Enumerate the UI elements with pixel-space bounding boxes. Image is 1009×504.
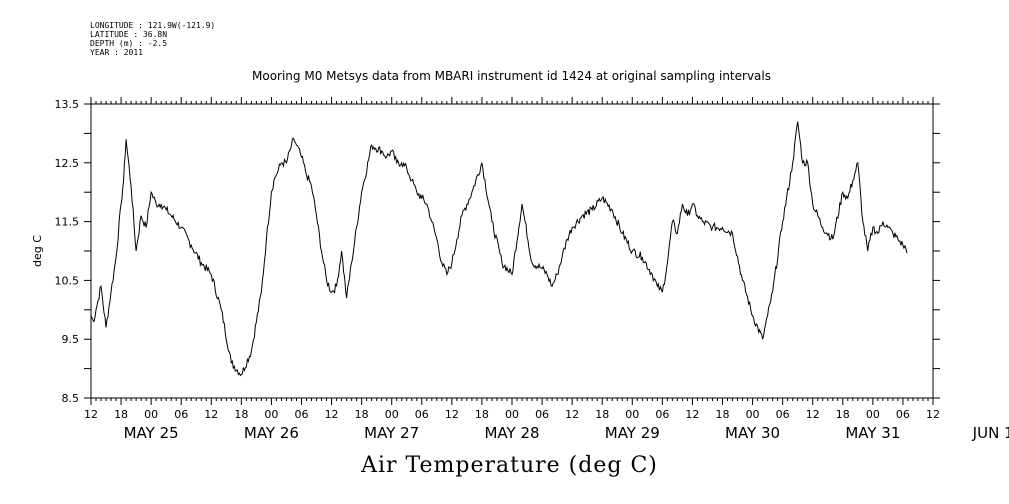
x-hour-label: 12 (84, 408, 98, 421)
y-tick-label: 11.5 (55, 216, 80, 229)
x-hour-label: 06 (776, 408, 790, 421)
y-tick-label: 8.5 (62, 392, 80, 405)
x-hour-label: 12 (565, 408, 579, 421)
series-line-0 (90, 121, 908, 377)
y-tick-label: 13.5 (55, 98, 80, 111)
x-hour-label: 00 (264, 408, 278, 421)
plot-frame (90, 103, 934, 399)
x-hour-label: 06 (415, 408, 429, 421)
longitude-text: LONGITUDE : 121.9W(-121.9) (90, 21, 216, 30)
x-date-label: MAY 31 (845, 424, 900, 442)
x-date-label: MAY 25 (124, 424, 179, 442)
mooring-metadata: LONGITUDE : 121.9W(-121.9) LATITUDE : 36… (90, 21, 215, 57)
x-hour-label: 06 (896, 408, 910, 421)
latitude-text: LATITUDE : 36.8N (90, 30, 168, 39)
x-hour-label: 12 (685, 408, 699, 421)
x-hour-label: 18 (114, 408, 128, 421)
x-date-label: MAY 29 (605, 424, 660, 442)
x-hour-label: 18 (234, 408, 248, 421)
x-hour-label: 00 (746, 408, 760, 421)
depth-text: DEPTH (m) : -2.5 (90, 39, 168, 48)
x-hour-label: 18 (836, 408, 850, 421)
x-hour-label: 18 (475, 408, 489, 421)
x-hour-label: 12 (926, 408, 940, 421)
x-date-label: MAY 30 (725, 424, 780, 442)
chart-title: Mooring M0 Metsys data from MBARI instru… (252, 69, 771, 83)
x-date-label: MAY 28 (484, 424, 539, 442)
x-hour-label: 06 (295, 408, 309, 421)
x-date-label: JUN 1 (972, 424, 1009, 442)
y-axis-label: deg C (31, 235, 44, 267)
x-hour-label: 18 (355, 408, 369, 421)
x-hour-label: 12 (445, 408, 459, 421)
y-tick-label: 10.5 (55, 274, 80, 287)
x-hour-label: 00 (144, 408, 158, 421)
footer-label: Air Temperature (deg C) (361, 453, 658, 478)
x-hour-label: 06 (174, 408, 188, 421)
x-hour-label: 12 (806, 408, 820, 421)
y-tick-label: 12.5 (55, 157, 80, 170)
x-hour-label: 00 (866, 408, 880, 421)
x-hour-label: 00 (385, 408, 399, 421)
year-text: YEAR : 2011 (90, 48, 143, 57)
x-hour-label: 18 (595, 408, 609, 421)
x-hour-label: 18 (716, 408, 730, 421)
x-hour-label: 12 (325, 408, 339, 421)
x-hour-label: 06 (655, 408, 669, 421)
chart-title-wrap: Mooring M0 Metsys data from MBARI instru… (0, 69, 1009, 83)
x-hour-label: 12 (204, 408, 218, 421)
x-hour-label: 00 (625, 408, 639, 421)
x-date-label: MAY 26 (244, 424, 299, 442)
x-date-label: MAY 27 (364, 424, 419, 442)
footer-wrap: Air Temperature (deg C) (0, 453, 1009, 478)
y-tick-label: 9.5 (62, 333, 80, 346)
x-hour-label: 00 (505, 408, 519, 421)
x-hour-label: 06 (535, 408, 549, 421)
